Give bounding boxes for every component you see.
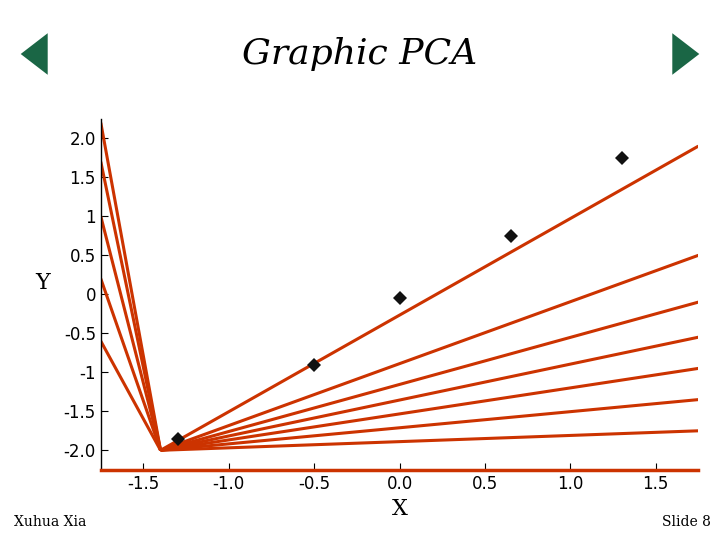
Text: Graphic PCA: Graphic PCA — [243, 37, 477, 71]
Polygon shape — [21, 33, 48, 75]
X-axis label: X: X — [392, 498, 408, 520]
Text: Slide 8: Slide 8 — [662, 516, 711, 530]
Polygon shape — [672, 33, 699, 75]
Text: Xuhua Xia: Xuhua Xia — [14, 516, 87, 530]
Y-axis label: Y: Y — [35, 272, 50, 294]
